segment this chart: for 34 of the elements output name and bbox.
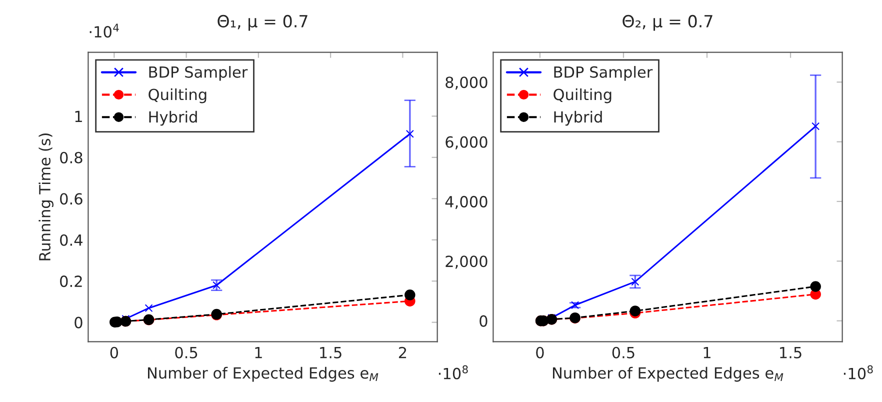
y-tick-label: 8,000: [446, 76, 488, 90]
x-tick-label: 0: [536, 346, 544, 358]
x-tick-label: 0.5: [612, 346, 634, 358]
y-axis-title: Running Time (s): [38, 134, 54, 260]
x-tick-label: 0: [110, 346, 118, 358]
chart-title: Θ₂, μ = 0.7: [622, 14, 712, 31]
legend-label: BDP Sampler: [149, 66, 248, 81]
y-tick-label: 6,000: [446, 136, 488, 150]
x-axis-title: Number of Expected Edges e$_{M}$: [552, 366, 784, 382]
legend-label: Hybrid: [554, 110, 602, 126]
x-tick-label: 1: [704, 347, 710, 358]
legend-label: Quilting: [554, 88, 612, 104]
text: ·10$^{4}$: [90, 24, 119, 38]
legend-label: Quilting: [148, 88, 206, 104]
y-tick-label: 0: [74, 316, 82, 328]
x-tick-label: 1.5: [320, 347, 342, 358]
x-tick-label: 1.5: [780, 347, 802, 358]
legend-label: BDP Sampler: [554, 66, 653, 81]
y-tick-label: 0.6: [60, 193, 82, 205]
x-tick-label: 0.5: [175, 346, 198, 358]
x-tick-label: 2: [398, 346, 406, 358]
y-tick-label: 0.4: [60, 234, 82, 246]
text: ·10$^{8}$: [438, 365, 468, 380]
y-tick-label: 0.2: [60, 276, 82, 288]
y-tick-label: 1: [75, 110, 82, 122]
chart-title: Θ₁, μ = 0.7: [218, 14, 308, 31]
text: ·10$^{8}$: [844, 365, 873, 380]
y-tick-label: 0.8: [60, 152, 82, 164]
y-tick-label: 4,000: [445, 196, 488, 210]
x-axis-title: Number of Expected Edges e$_{M}$: [148, 366, 378, 382]
y-tick-label: 2,000: [446, 256, 488, 269]
x-tick-label: 1: [255, 347, 262, 358]
y-tick-label: 0: [480, 315, 488, 327]
legend-label: Hybrid: [149, 110, 197, 126]
